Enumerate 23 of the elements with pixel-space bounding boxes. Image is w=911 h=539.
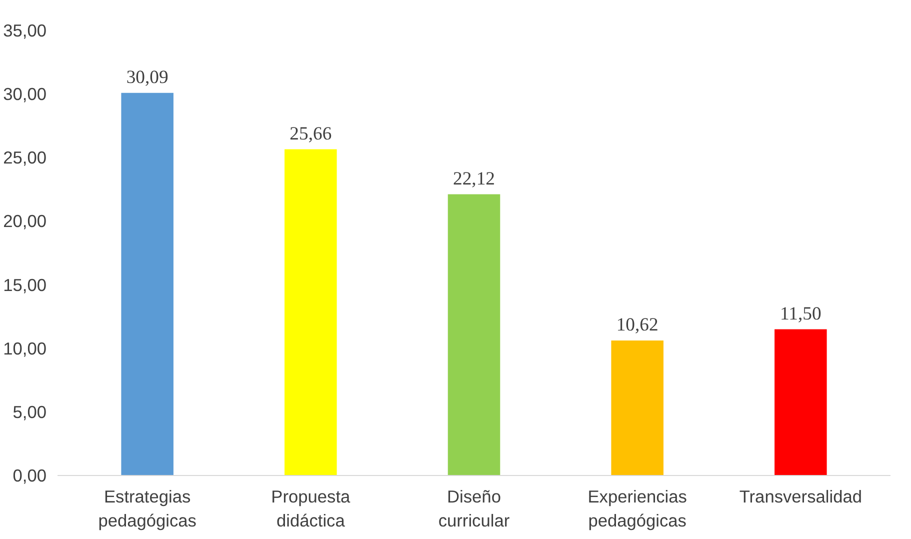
data-label: 10,62 [616,314,658,336]
data-label: 25,66 [290,123,332,144]
y-tick-label: 15,00 [3,274,47,295]
bar [774,329,827,476]
y-tick-label: 25,00 [3,148,47,168]
data-label: 30,09 [126,66,168,88]
bar [284,149,337,476]
data-label: 22,12 [453,168,495,190]
bar [611,340,664,476]
y-tick-label: 35,00 [3,20,47,40]
x-tick-label: Transversalidad [739,486,862,506]
bar [121,92,174,476]
y-tick-label: 20,00 [3,211,47,232]
y-tick-label: 0,00 [12,466,47,486]
y-tick-label: 5,00 [12,402,47,422]
x-tick-label: Estrategias pedagógicas [98,486,197,530]
y-tick-label: 10,00 [3,338,47,358]
bar [448,194,500,476]
data-label: 11,50 [780,303,822,324]
x-tick-label: Experiencias pedagógicas [588,486,688,530]
x-tick-label: Propuesta didáctica [271,486,351,530]
y-tick-label: 30,00 [3,84,47,104]
x-tick-label: Diseño curricular [438,486,510,530]
